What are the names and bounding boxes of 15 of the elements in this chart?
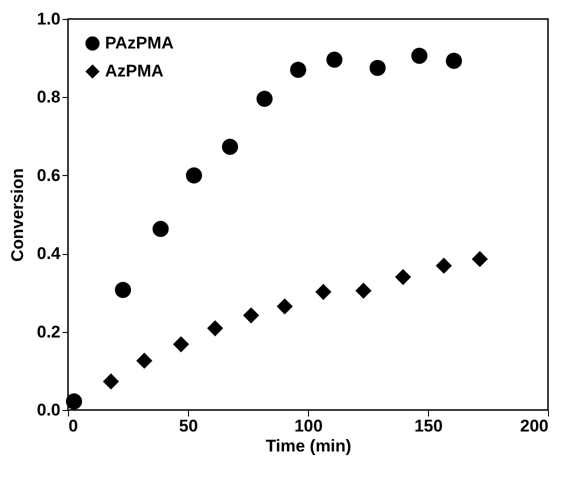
y-tick-label: 0.0 — [36, 400, 60, 420]
x-axis-title: Time (min) — [266, 436, 352, 456]
y-tick-label: 0.4 — [36, 244, 62, 264]
x-tick-label: 0 — [68, 416, 78, 436]
y-tick-label: 1.0 — [36, 10, 60, 28]
y-tick-label: 0.2 — [36, 322, 60, 342]
y-tick-label: 0.6 — [36, 166, 60, 185]
legend-label: AzPMA — [105, 62, 164, 80]
y-axis-title: Conversion — [8, 168, 27, 262]
x-tick-label: 50 — [179, 416, 198, 436]
x-tick-label: 100 — [294, 416, 323, 436]
x-tick-label: 150 — [414, 416, 443, 436]
legend-label: PAzPMA — [105, 34, 174, 52]
y-tick-label: 0.8 — [36, 88, 60, 107]
x-tick-label: 200 — [520, 416, 548, 436]
